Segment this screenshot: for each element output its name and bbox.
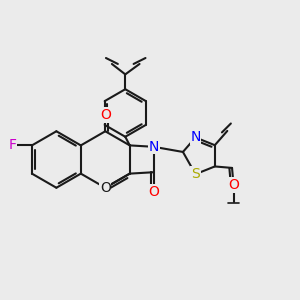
Text: F: F: [9, 138, 16, 152]
Text: O: O: [100, 108, 111, 122]
Text: N: N: [148, 140, 159, 154]
Text: O: O: [100, 181, 111, 195]
Text: S: S: [191, 167, 200, 181]
Text: O: O: [148, 184, 159, 199]
Text: N: N: [190, 130, 201, 145]
Text: O: O: [228, 178, 239, 192]
